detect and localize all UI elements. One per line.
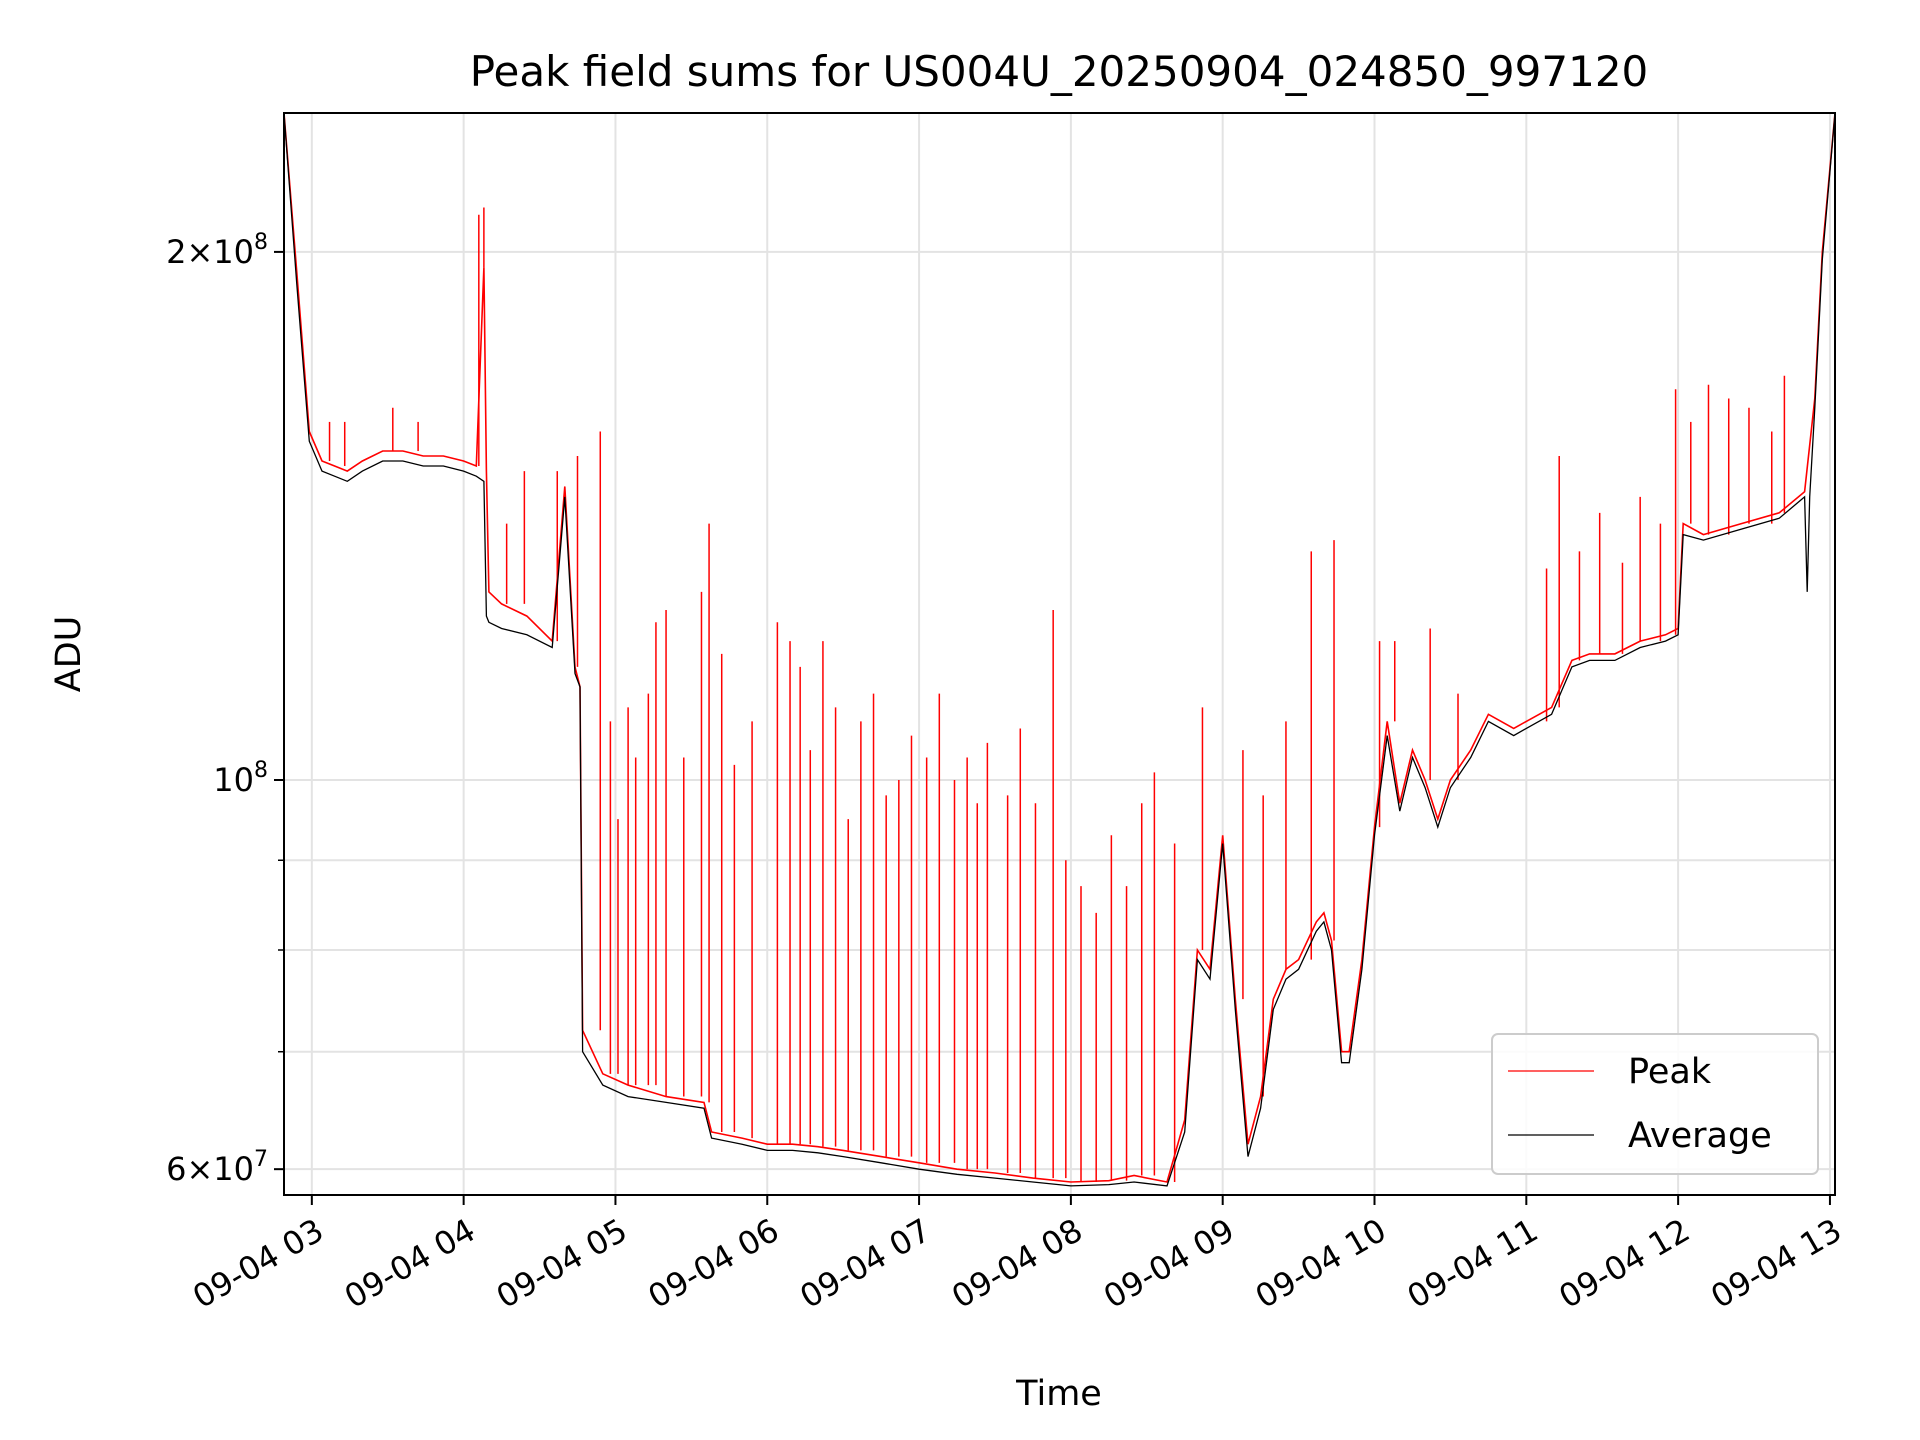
series-line-average	[284, 113, 1835, 1187]
grid	[284, 113, 1835, 1195]
legend-box	[1491, 1033, 1819, 1175]
series-line-peak	[284, 113, 1835, 1183]
legend-average-label: Average	[1628, 1116, 1772, 1156]
y-axis: 2×108 108 6×107	[166, 230, 284, 1188]
legend-peak-label: Peak	[1628, 1052, 1712, 1092]
x-axis-label: Time	[1015, 1374, 1102, 1414]
y-tick-label: 108	[213, 758, 268, 799]
chart-title: Peak field sums for US004U_20250904_0248…	[470, 47, 1649, 96]
y-axis-label: ADU	[49, 616, 89, 693]
y-tick-label: 2×108	[166, 230, 268, 271]
plot-frame	[283, 112, 1836, 1196]
series-layer	[284, 113, 1835, 1187]
y-tick-label: 6×107	[166, 1147, 268, 1188]
legend: Peak Average	[1491, 1033, 1819, 1175]
